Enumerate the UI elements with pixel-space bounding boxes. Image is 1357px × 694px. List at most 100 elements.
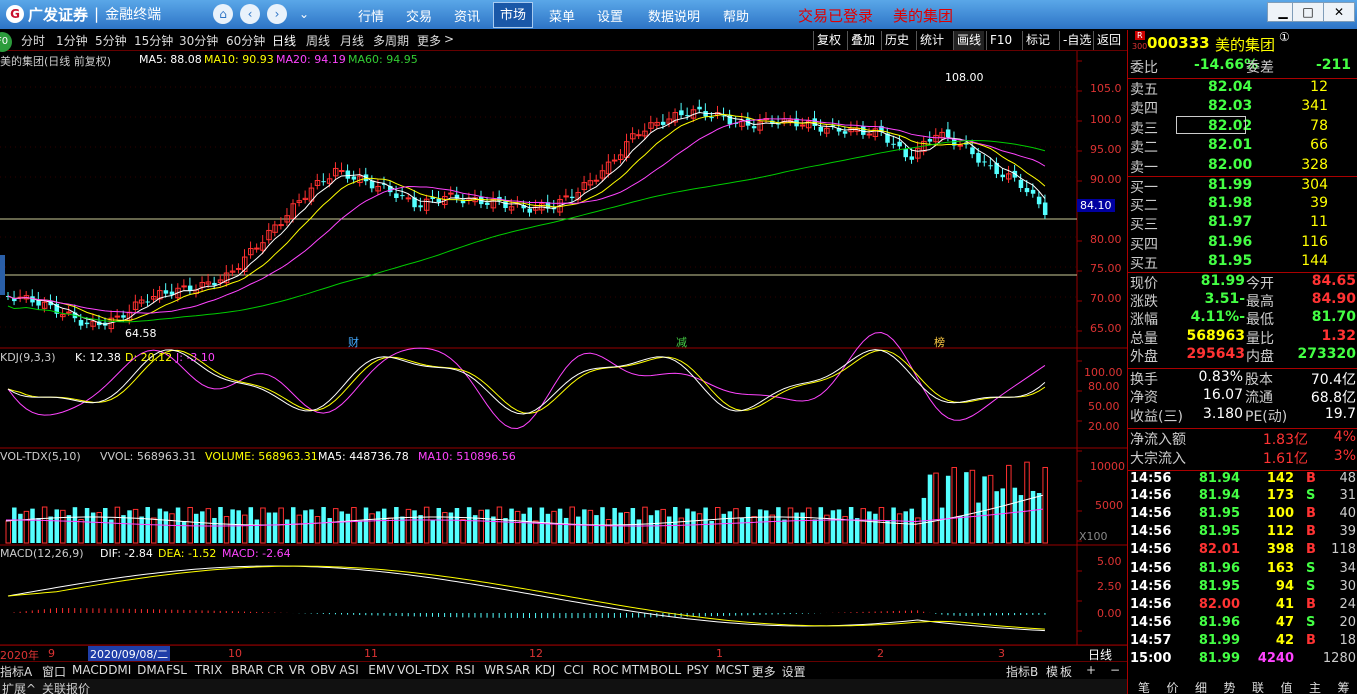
tool-button-2[interactable]: 历史 [881, 31, 912, 50]
expand-button[interactable]: 扩展^ [2, 682, 37, 694]
indicator-tab-设置[interactable]: 设置 [781, 665, 806, 679]
quote-tab-0[interactable]: 笔 [1138, 681, 1151, 694]
indicator-tab-vol-tdx[interactable]: VOL-TDX [397, 663, 450, 677]
home-icon[interactable]: ⌂ [213, 4, 233, 24]
macd-dea-label: DEA: -1.52 [158, 547, 217, 560]
indicator-tab-psy[interactable]: PSY [686, 663, 709, 677]
period-2[interactable]: 5分钟 [95, 34, 127, 48]
period-1[interactable]: 1分钟 [56, 34, 88, 48]
period-8[interactable]: 月线 [340, 34, 365, 48]
tool-button-4[interactable]: 画线 [953, 31, 985, 50]
indicator-tab-指标a[interactable]: 指标A [0, 665, 33, 679]
volume-bar [666, 516, 672, 543]
candle-body [617, 154, 624, 161]
stat-label2: 内盘 [1246, 349, 1274, 366]
period-10[interactable]: 更多 [417, 34, 442, 48]
back-icon[interactable]: ‹ [240, 4, 260, 24]
period-9[interactable]: 多周期 [373, 34, 410, 48]
fund-label: 收益(三) [1130, 409, 1183, 425]
period-3[interactable]: 15分钟 [134, 34, 174, 48]
event-marker-2[interactable]: 减 [676, 336, 687, 349]
menu-trade[interactable]: 交易 [406, 10, 433, 25]
period-6[interactable]: 日线 [272, 34, 297, 48]
tool-button-0[interactable]: 复权 [813, 31, 844, 50]
quote-tab-4[interactable]: 联 [1252, 681, 1265, 694]
indicator-tab-rsi[interactable]: RSI [455, 663, 475, 677]
forward-icon[interactable]: › [267, 4, 287, 24]
indicator-right-2[interactable]: 板 [1060, 665, 1073, 679]
indicator-tab-mcst[interactable]: MCST [715, 663, 750, 677]
tick-side: S [1306, 488, 1316, 504]
tool-button-1[interactable]: 叠加 [847, 31, 878, 50]
tool-button-5[interactable]: F10 [986, 31, 1015, 50]
related-quotes-button[interactable]: 关联报价 [42, 682, 91, 694]
indicator-right-1[interactable]: 模 [1046, 665, 1059, 679]
indicator-right-4[interactable]: − [1110, 663, 1121, 677]
indicator-tab-brar[interactable]: BRAR [231, 663, 264, 677]
menu-data-notes[interactable]: 数据说明 [648, 10, 701, 25]
indicator-tab-emv[interactable]: EMV [368, 663, 395, 677]
menu-quotes[interactable]: 行情 [358, 10, 385, 25]
collapse-icon[interactable]: ⌄ [298, 7, 310, 21]
menu-menu[interactable]: 菜单 [549, 10, 576, 25]
indicator-tab-dmi[interactable]: DMI [108, 663, 132, 677]
indicator-right-3[interactable]: + [1086, 663, 1097, 677]
menu-news[interactable]: 资讯 [454, 10, 481, 25]
period-4[interactable]: 30分钟 [179, 34, 219, 48]
tool-button-7[interactable]: -自选 [1059, 31, 1094, 50]
indicator-tab-mtm[interactable]: MTM [621, 663, 650, 677]
indicator-tab-fsl[interactable]: FSL [166, 663, 187, 677]
period-0[interactable]: 分时 [21, 34, 46, 48]
candle-body [575, 192, 582, 201]
stock-flag-icon[interactable]: ① [1279, 30, 1290, 44]
quote-tab-3[interactable]: 势 [1223, 681, 1236, 694]
tool-button-8[interactable]: 返回 [1093, 31, 1124, 50]
tool-button-3[interactable]: 统计 [916, 31, 947, 50]
quote-tab-6[interactable]: 主 [1309, 681, 1322, 694]
quote-tab-5[interactable]: 值 [1280, 681, 1293, 694]
event-marker-1[interactable]: 财 [348, 336, 359, 349]
indicator-tab-cr[interactable]: CR [267, 663, 285, 677]
indicator-tab-obv[interactable]: OBV [310, 663, 337, 677]
indicator-tab-更多[interactable]: 更多 [751, 665, 776, 679]
tick-time: 14:56 [1130, 542, 1172, 558]
indicator-tab-trix[interactable]: TRIX [194, 663, 223, 677]
period-5[interactable]: 60分钟 [226, 34, 266, 48]
tool-button-6[interactable]: 标记 [1022, 31, 1053, 50]
ask3-price-box[interactable] [1176, 116, 1246, 134]
quote-tab-7[interactable]: 筹 [1337, 681, 1350, 694]
volume-bar [842, 515, 848, 544]
indicator-tab-dma[interactable]: DMA [137, 663, 165, 677]
maximize-button[interactable]: □ [1292, 2, 1324, 22]
indicator-tab-vr[interactable]: VR [288, 663, 306, 677]
indicator-tab-asi[interactable]: ASI [339, 663, 359, 677]
indicator-tab-wr[interactable]: WR [484, 663, 505, 677]
period-7[interactable]: 周线 [306, 34, 331, 48]
event-marker-3[interactable]: 榜 [934, 336, 945, 349]
indicator-tab-sar[interactable]: SAR [505, 663, 531, 677]
panel-badge[interactable]: F0 [0, 32, 12, 52]
more-arrow-icon[interactable]: > [444, 32, 455, 46]
volume-bar [223, 516, 230, 544]
indicator-tab-窗口[interactable]: 窗口 [42, 665, 67, 679]
quote-tab-2[interactable]: 细 [1195, 681, 1208, 694]
indicator-tab-boll[interactable]: BOLL [650, 663, 682, 677]
ma10-label: MA10: 90.93 [204, 53, 274, 66]
chart-area[interactable] [0, 51, 1127, 661]
date-axis-mode[interactable]: 日线 [1088, 648, 1113, 662]
quote-tab-1[interactable]: 价 [1166, 681, 1179, 694]
macd-dea-line [7, 565, 1045, 630]
menu-market[interactable]: 市场 [493, 2, 534, 28]
indicator-tab-macd[interactable]: MACD [72, 663, 108, 677]
indicator-right-0[interactable]: 指标B [1006, 665, 1039, 679]
volume-bar [794, 512, 799, 543]
menu-settings[interactable]: 设置 [597, 10, 624, 25]
volume-bar [848, 507, 854, 543]
indicator-tab-cci[interactable]: CCI [563, 663, 584, 677]
indicator-tab-kdj[interactable]: KDJ [534, 663, 556, 677]
indicator-tab-roc[interactable]: ROC [592, 663, 619, 677]
menu-help[interactable]: 帮助 [723, 10, 750, 25]
close-button[interactable]: ✕ [1323, 2, 1355, 22]
volume-bar [636, 519, 642, 543]
market-sub: 300 [1132, 42, 1148, 51]
